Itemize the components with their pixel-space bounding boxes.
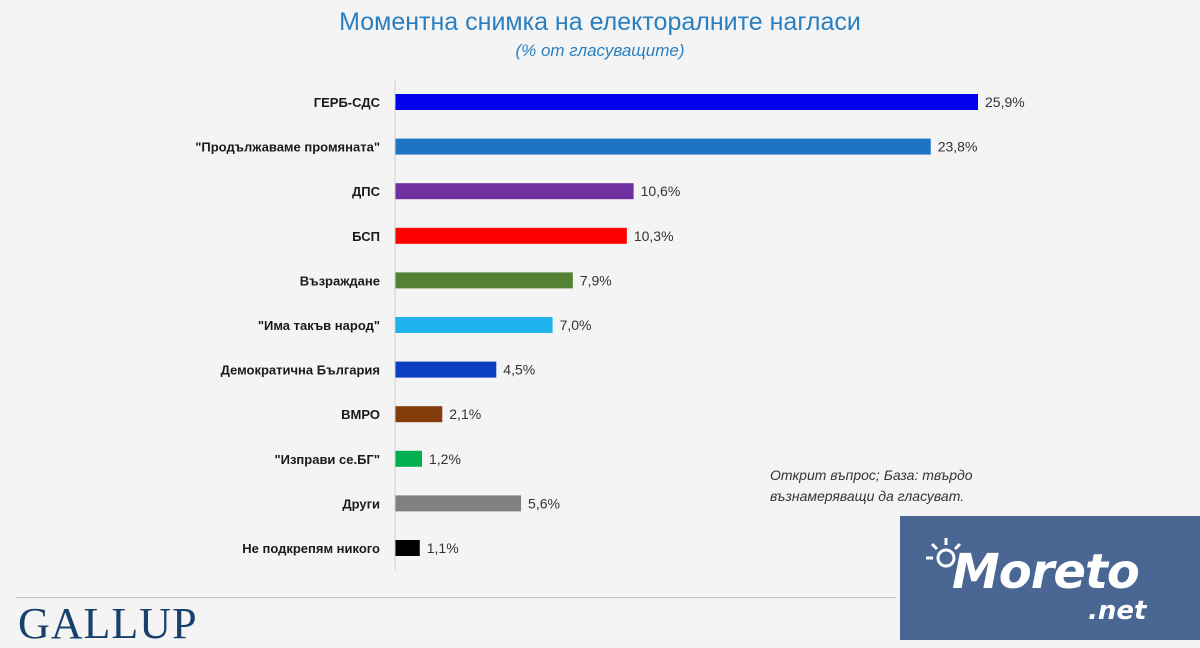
data-label: 23,8%: [938, 139, 978, 155]
category-label: Възраждане: [300, 273, 380, 288]
data-label: 2,1%: [449, 406, 481, 422]
data-label: 1,1%: [427, 540, 459, 556]
moreto-brand: Moreto: [952, 544, 1140, 600]
bar: [395, 406, 443, 423]
category-label: ГЕРБ-СДС: [314, 95, 381, 110]
data-label: 25,9%: [985, 94, 1025, 110]
data-label: 1,2%: [429, 451, 461, 467]
bars-layer: ГЕРБ-СДС 25,9% "Продължаваме промяната" 23,…: [195, 94, 1025, 556]
chart-title: Моментна снимка на електоралните нагласи: [339, 8, 861, 36]
category-label: ВМРО: [341, 407, 380, 422]
data-label: 7,0%: [560, 317, 592, 333]
bar: [395, 272, 573, 289]
category-label: Други: [342, 496, 380, 511]
sun-icon: [926, 538, 962, 568]
data-label: 7,9%: [580, 272, 612, 288]
moreto-suffix: .net: [1088, 596, 1147, 626]
bar: [395, 138, 931, 155]
data-label: 10,3%: [634, 228, 674, 244]
bar: [395, 540, 420, 556]
chart-subtitle: (% от гласуващите): [515, 41, 685, 60]
divider: [16, 597, 896, 598]
bar-chart: ГЕРБ-СДС 25,9% "Продължаваме промяната" 23,…: [195, 80, 1025, 570]
data-label: 5,6%: [528, 495, 560, 511]
data-label: 4,5%: [503, 362, 535, 378]
bar: [395, 317, 553, 333]
category-label: "Има такъв народ": [258, 318, 380, 333]
bar: [395, 361, 497, 378]
bar: [395, 183, 634, 200]
moreto-watermark: Moreto .net: [900, 516, 1200, 640]
bar: [395, 227, 627, 244]
category-label: Демократична България: [221, 363, 380, 378]
category-label: Не подкрепям никого: [242, 541, 380, 556]
category-label: ДПС: [352, 184, 381, 199]
bar: [395, 94, 978, 110]
footnote: Открит въпрос; База: твърдо възнамеряващ…: [770, 467, 973, 504]
category-label: "Изправи се.БГ": [274, 452, 380, 467]
bar: [395, 495, 522, 512]
gallup-logo: GALLUP: [18, 599, 198, 648]
data-label: 10,6%: [641, 183, 681, 199]
bar: [395, 450, 423, 467]
category-label: "Продължаваме промяната": [195, 140, 380, 155]
category-label: БСП: [352, 229, 380, 244]
